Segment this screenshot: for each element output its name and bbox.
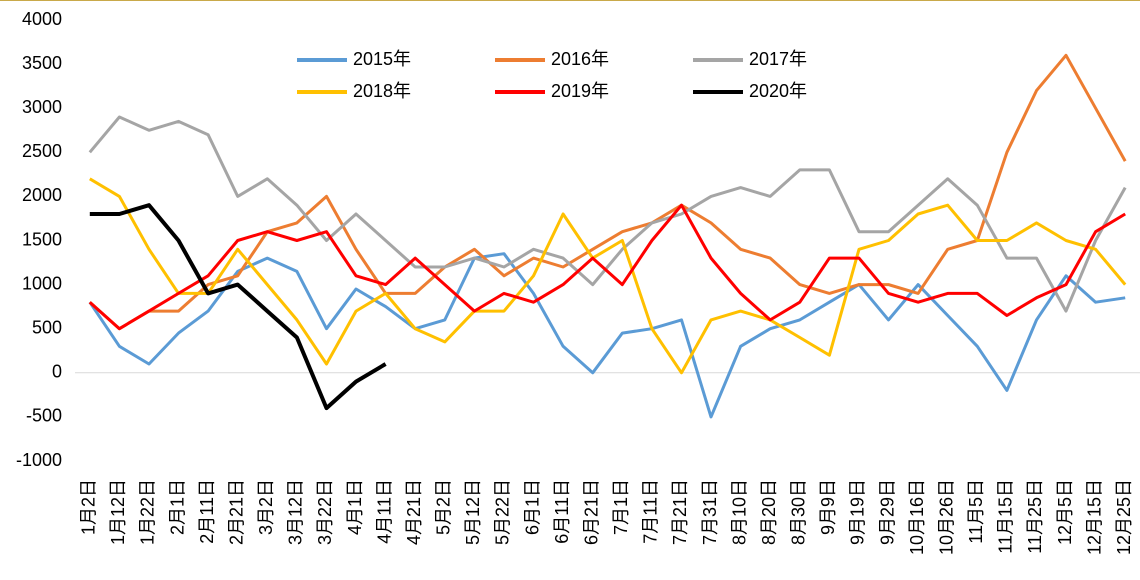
series-line	[89, 177, 1127, 375]
x-tick-label: 12月25日	[1114, 479, 1134, 555]
y-tick-label: 2500	[22, 141, 62, 161]
x-tick-label: 2月1日	[167, 479, 187, 535]
y-tick-label: -500	[26, 406, 62, 426]
legend-label: 2018年	[353, 81, 411, 101]
x-tick-label: 10月16日	[907, 479, 927, 555]
x-tick-label: 4月1日	[345, 479, 365, 535]
x-tick-label: 4月21日	[404, 479, 424, 545]
x-tick-label: 6月21日	[581, 479, 601, 545]
x-tick-label: 9月9日	[818, 479, 838, 535]
x-tick-label: 5月2日	[434, 479, 454, 535]
legend-label: 2017年	[749, 49, 807, 69]
x-tick-label: 1月2日	[79, 479, 99, 535]
x-tick-label: 8月10日	[729, 479, 749, 545]
series-line	[88, 53, 1127, 331]
series-line	[88, 203, 1126, 331]
y-tick-label: 1500	[22, 229, 62, 249]
x-tick-label: 6月1日	[522, 479, 542, 535]
series-line	[88, 115, 1127, 313]
x-tick-label: 9月29日	[877, 479, 897, 545]
x-tick-label: 8月30日	[789, 479, 809, 545]
x-tick-label: 9月19日	[848, 479, 868, 545]
x-tick-label: 3月22日	[315, 479, 335, 545]
x-tick-label: 1月12日	[108, 479, 128, 545]
x-tick-label: 2月21日	[226, 479, 246, 545]
legend-label: 2020年	[749, 81, 807, 101]
legend-label: 2019年	[551, 81, 609, 101]
x-tick-label: 5月22日	[493, 479, 513, 545]
y-tick-label: 1000	[22, 273, 62, 293]
legend-label: 2015年	[353, 49, 411, 69]
x-tick-label: 3月12日	[286, 479, 306, 545]
x-tick-label: 2月11日	[197, 479, 217, 544]
x-tick-label: 1月22日	[138, 479, 158, 545]
x-tick-label: 11月5日	[966, 479, 986, 544]
y-tick-label: 4000	[22, 9, 62, 29]
y-tick-label: 2000	[22, 185, 62, 205]
x-tick-label: 7月11日	[641, 479, 661, 544]
x-tick-label: 7月1日	[611, 479, 631, 535]
y-tick-label: 500	[32, 317, 62, 337]
y-tick-label: 3500	[22, 53, 62, 73]
y-tick-label: 3000	[22, 97, 62, 117]
x-tick-label: 11月25日	[1025, 479, 1045, 554]
x-tick-label: 3月2日	[256, 479, 276, 535]
x-tick-label: 12月5日	[1055, 479, 1075, 545]
y-tick-label: 0	[52, 362, 62, 382]
x-tick-label: 7月31日	[700, 479, 720, 545]
x-tick-label: 10月26日	[936, 479, 956, 555]
x-tick-label: 11月15日	[996, 479, 1016, 554]
x-tick-label: 7月21日	[670, 479, 690, 545]
series-line	[88, 252, 1126, 419]
x-tick-label: 12月15日	[1084, 479, 1104, 555]
y-tick-label: -1000	[16, 450, 62, 470]
x-tick-label: 8月20日	[759, 479, 779, 545]
x-tick-label: 6月11日	[552, 479, 572, 544]
x-tick-label: 4月11日	[374, 479, 394, 544]
series-line	[89, 203, 387, 411]
legend-label: 2016年	[551, 49, 609, 69]
x-tick-label: 5月12日	[463, 479, 483, 545]
